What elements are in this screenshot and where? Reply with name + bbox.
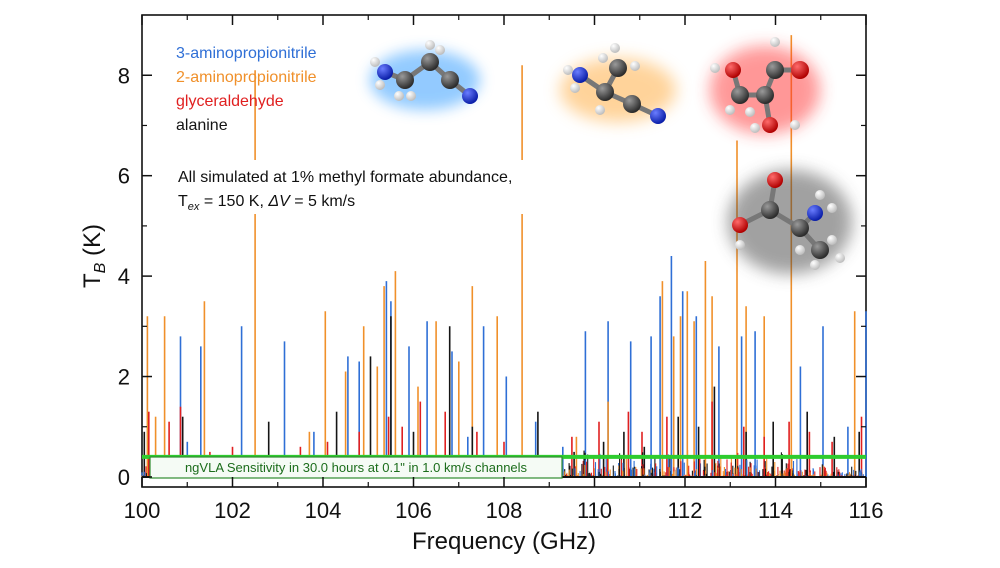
annotation-line2: Tex = 150 K, ΔV = 5 km/s: [178, 193, 355, 213]
y-tick-label-2: 2: [118, 365, 130, 390]
x-tick-label-114: 114: [758, 498, 793, 523]
x-axis-title: Frequency (GHz): [412, 528, 596, 555]
legend-2-aminopropionitrile: 2-aminopropionitrile: [176, 69, 317, 86]
x-tick-label-100: 100: [124, 498, 161, 523]
y-tick-label-6: 6: [118, 164, 130, 189]
annotation-line1: All simulated at 1% methyl formate abund…: [178, 169, 512, 186]
legend-alanine: alanine: [176, 117, 228, 134]
y-axis-ticks: 0 2 4 6 8: [118, 63, 866, 490]
x-tick-label-112: 112: [667, 498, 702, 523]
y-tick-label-8: 8: [118, 63, 130, 88]
x-tick-label-108: 108: [486, 498, 523, 523]
x-axis-ticks: 100 102 104 106 108 110 112 114 116: [124, 15, 884, 523]
molecule-alanine-icon: [728, 170, 852, 274]
x-tick-label-110: 110: [577, 498, 612, 523]
molecule-glyceraldehyde-icon: [710, 37, 820, 134]
molecule-3-aminopropionitrile-icon: [370, 40, 480, 110]
legend-glyceraldehyde: glyceraldehyde: [176, 93, 284, 110]
legend: 3-aminopropionitrile 2-aminopropionitril…: [176, 45, 317, 134]
y-axis-title: TB (K): [79, 224, 109, 288]
annotation-box: [172, 160, 590, 214]
x-tick-label-104: 104: [305, 498, 342, 523]
sensitivity-label-box: [149, 456, 563, 479]
x-tick-label-106: 106: [395, 498, 432, 523]
x-tick-label-102: 102: [214, 498, 251, 523]
y-tick-label-4: 4: [118, 264, 130, 289]
x-tick-label-116: 116: [848, 498, 883, 523]
molecule-2-aminopropionitrile-icon: [560, 43, 676, 124]
legend-3-aminopropionitrile: 3-aminopropionitrile: [176, 45, 317, 62]
sensitivity-label: ngVLA Sensitivity in 30.0 hours at 0.1" …: [185, 460, 528, 475]
y-tick-label-0: 0: [118, 465, 130, 490]
